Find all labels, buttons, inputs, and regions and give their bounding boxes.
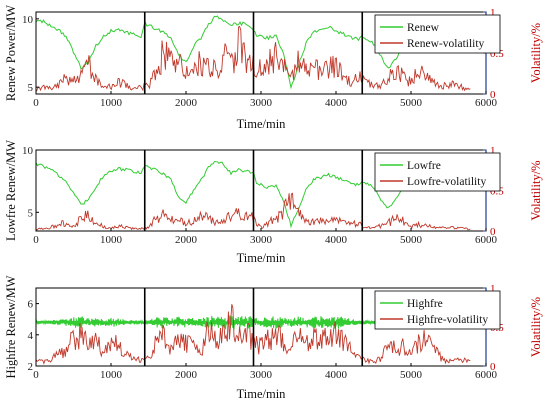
x-tick-label: 5000 [400, 234, 423, 246]
legend-label: Highfre-volatility [407, 314, 488, 326]
legend-label: Lowfre [407, 160, 441, 172]
x-axis-label: Time/min [237, 387, 287, 401]
y-axis-label: Highfre Renew/MW [4, 275, 18, 378]
y2-axis-label: Volatility/% [529, 160, 543, 220]
y-tick-label: 5 [28, 82, 34, 94]
x-tick-label: 6000 [475, 234, 498, 246]
y2-axis-label: Volatility/% [529, 23, 543, 83]
x-tick-label: 4000 [325, 97, 348, 109]
x-tick-label: 1000 [100, 234, 123, 246]
legend-box [374, 290, 501, 330]
x-tick-label: 4000 [325, 369, 348, 381]
y-tick-label: 4 [28, 330, 34, 342]
x-axis-label: Time/min [237, 251, 287, 265]
x-tick-label: 6000 [475, 97, 498, 109]
x-tick-label: 3000 [250, 369, 273, 381]
y2-tick-label: 0 [490, 361, 496, 373]
y-tick-label: 2 [28, 361, 34, 373]
x-tick-label: 0 [33, 97, 39, 109]
x-tick-label: 2000 [175, 234, 198, 246]
y-tick-label: 10 [22, 145, 34, 157]
x-tick-label: 3000 [250, 97, 273, 109]
x-tick-label: 6000 [475, 369, 498, 381]
y2-tick-label: 1 [490, 145, 496, 157]
legend-label: Renew [407, 22, 440, 34]
y2-tick-label: 1 [490, 283, 496, 295]
y-axis-label: Lowfre Renew/MW [4, 140, 18, 241]
x-tick-label: 2000 [175, 97, 198, 109]
legend-label: Lowfre-volatility [407, 176, 486, 188]
legend-label: Highfre [407, 298, 443, 310]
y-axis-label: Renew Power/MW [4, 5, 18, 101]
legend-box [374, 152, 501, 192]
x-axis-label: Time/min [237, 117, 287, 131]
x-tick-label: 3000 [250, 234, 273, 246]
x-tick-label: 1000 [100, 97, 123, 109]
x-tick-label: 0 [33, 369, 39, 381]
y2-axis-label: Volatility/% [529, 297, 543, 357]
x-tick-label: 4000 [325, 234, 348, 246]
chart-panel-2: 0 1000 2000 3000 4000 5000 600051000.51Time/mi… [4, 140, 543, 265]
y-tick-label: 10 [22, 14, 34, 26]
y2-tick-label: 0 [490, 89, 496, 101]
legend-box [374, 14, 501, 54]
x-tick-label: 5000 [400, 97, 423, 109]
x-tick-label: 0 [33, 234, 39, 246]
y2-tick-label: 1 [490, 7, 496, 19]
y-tick-label: 5 [28, 207, 34, 219]
y2-tick-label: 0 [490, 226, 496, 238]
y-tick-label: 6 [28, 299, 34, 311]
x-tick-label: 5000 [400, 369, 423, 381]
x-tick-label: 1000 [100, 369, 123, 381]
x-tick-label: 2000 [175, 369, 198, 381]
chart-panel-1: 0 1000 2000 3000 4000 5000 600051000.51Time/mi… [4, 5, 543, 131]
chart-panel-3: 010002000300040005000600024600.51Time/mi… [4, 275, 543, 401]
legend-label: Renew-volatility [407, 38, 485, 50]
